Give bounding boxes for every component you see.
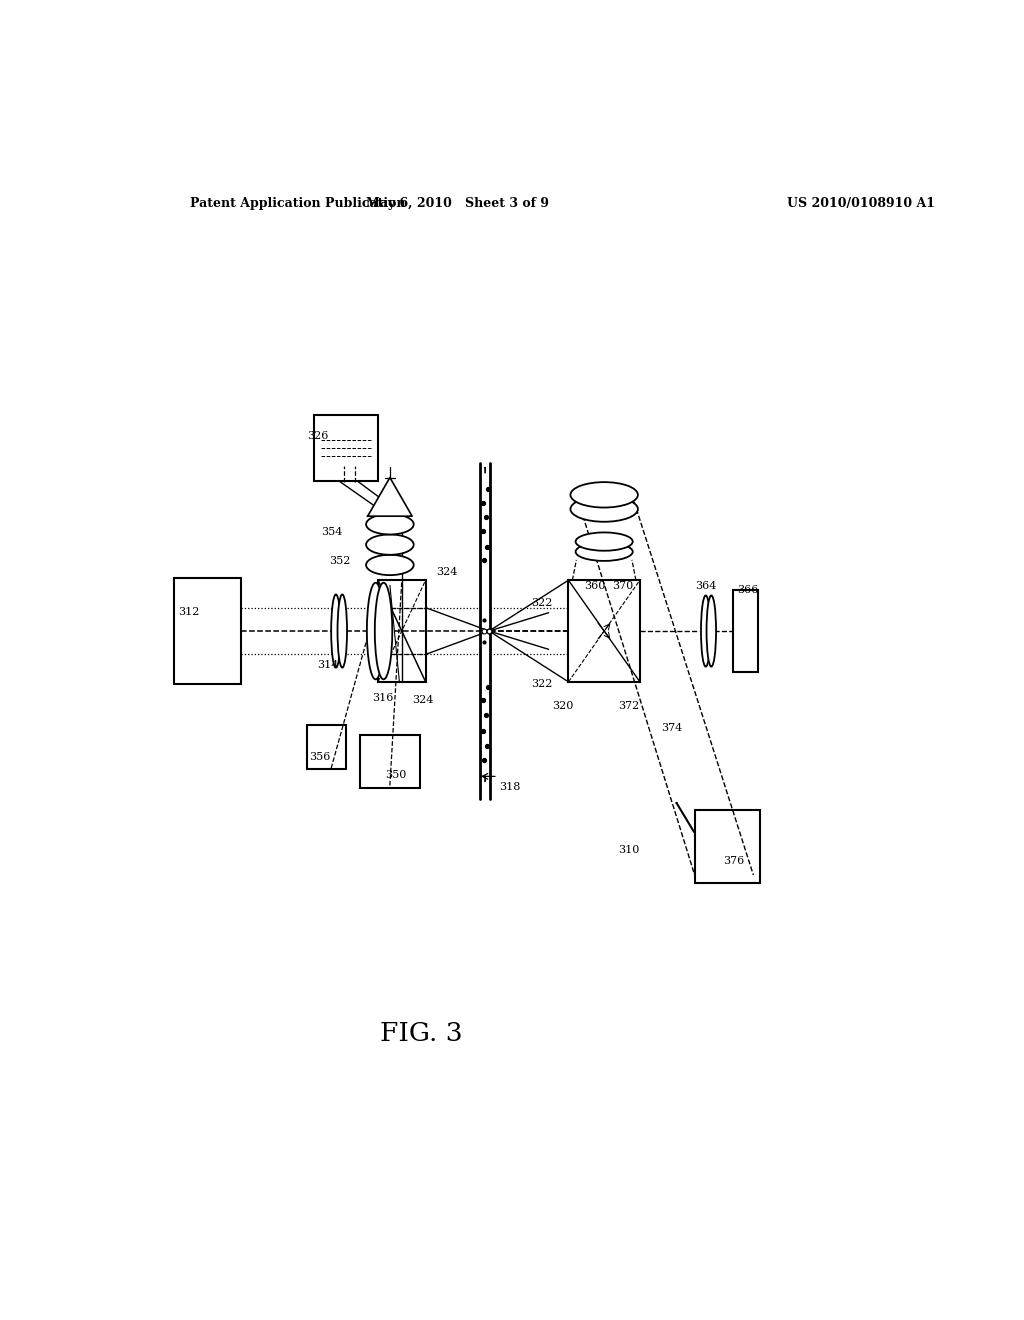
Ellipse shape bbox=[375, 582, 392, 680]
Text: 356: 356 bbox=[309, 752, 331, 762]
Ellipse shape bbox=[367, 554, 414, 576]
Text: 374: 374 bbox=[662, 722, 683, 733]
Ellipse shape bbox=[707, 595, 716, 667]
Text: 316: 316 bbox=[372, 693, 393, 704]
Bar bbox=[733, 590, 758, 672]
Bar bbox=[314, 414, 378, 480]
Text: 324: 324 bbox=[412, 696, 433, 705]
Bar bbox=[360, 735, 420, 788]
Text: 354: 354 bbox=[321, 527, 342, 536]
Text: 350: 350 bbox=[385, 771, 407, 780]
Text: 314: 314 bbox=[316, 660, 338, 669]
Text: 364: 364 bbox=[695, 581, 717, 591]
Bar bbox=[306, 725, 346, 768]
Text: 372: 372 bbox=[617, 701, 639, 711]
Text: 376: 376 bbox=[723, 855, 744, 866]
Text: 322: 322 bbox=[531, 678, 553, 689]
Text: 322: 322 bbox=[531, 598, 553, 607]
Bar bbox=[694, 810, 760, 883]
Ellipse shape bbox=[570, 482, 638, 507]
Ellipse shape bbox=[575, 532, 633, 550]
Ellipse shape bbox=[367, 535, 414, 554]
Ellipse shape bbox=[338, 594, 347, 668]
Text: 310: 310 bbox=[618, 845, 640, 854]
Ellipse shape bbox=[570, 496, 638, 521]
Text: 352: 352 bbox=[329, 556, 350, 566]
Text: 320: 320 bbox=[553, 701, 573, 711]
Ellipse shape bbox=[331, 594, 341, 668]
Text: 370: 370 bbox=[612, 581, 634, 591]
Text: US 2010/0108910 A1: US 2010/0108910 A1 bbox=[786, 197, 935, 210]
Text: 326: 326 bbox=[307, 430, 329, 441]
Bar bbox=[568, 581, 640, 682]
Ellipse shape bbox=[367, 515, 414, 535]
Text: FIG. 3: FIG. 3 bbox=[380, 1020, 463, 1045]
Text: 312: 312 bbox=[178, 607, 200, 616]
Text: 318: 318 bbox=[500, 781, 521, 792]
Bar bbox=[378, 581, 426, 682]
Text: Patent Application Publication: Patent Application Publication bbox=[189, 197, 406, 210]
Bar bbox=[174, 578, 241, 684]
Ellipse shape bbox=[367, 582, 384, 680]
Text: 366: 366 bbox=[736, 586, 758, 595]
Ellipse shape bbox=[701, 595, 711, 667]
Text: May 6, 2010   Sheet 3 of 9: May 6, 2010 Sheet 3 of 9 bbox=[366, 197, 549, 210]
Ellipse shape bbox=[575, 543, 633, 561]
Text: 360: 360 bbox=[585, 581, 605, 591]
Polygon shape bbox=[368, 483, 412, 516]
Text: 324: 324 bbox=[436, 568, 458, 577]
